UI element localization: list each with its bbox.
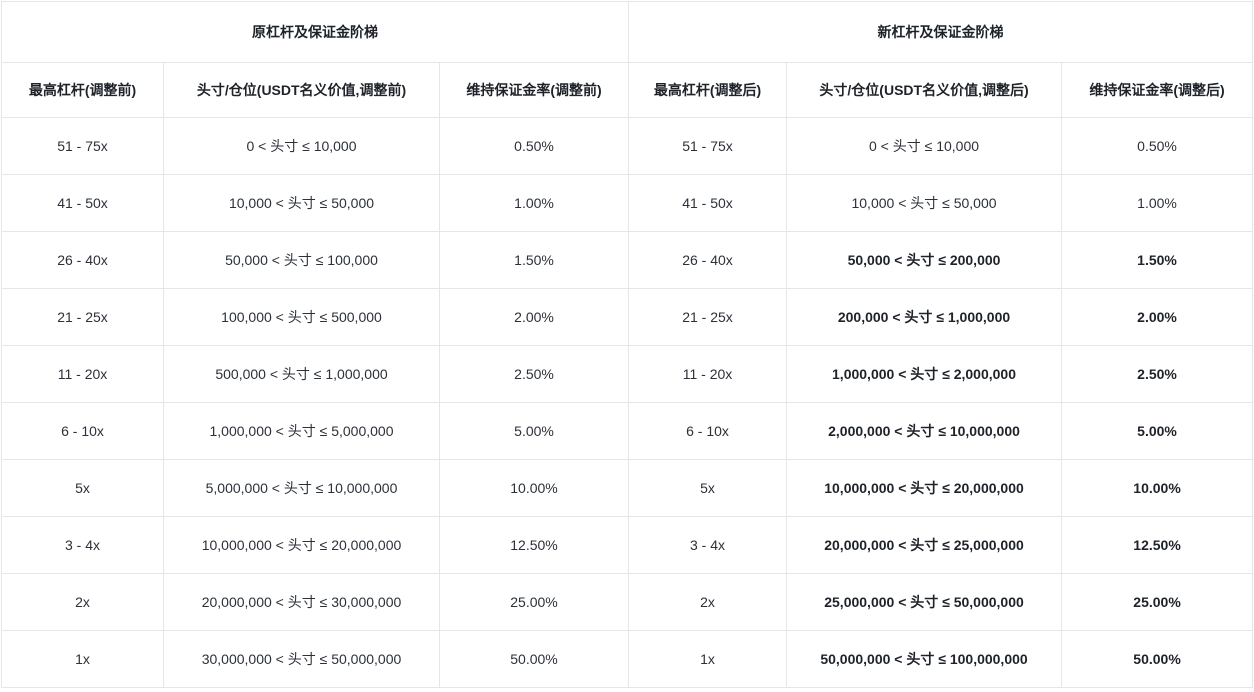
cell-position-before: 5,000,000 < 头寸 ≤ 10,000,000 [163, 459, 440, 517]
cell-max-leverage-before: 5x [1, 459, 164, 517]
cell-max-leverage-after: 41 - 50x [628, 174, 788, 232]
cell-max-leverage-after: 6 - 10x [628, 402, 788, 460]
cell-max-leverage-after: 51 - 75x [628, 117, 788, 175]
cell-mmr-after: 12.50% [1061, 516, 1254, 574]
cell-position-before: 50,000 < 头寸 ≤ 100,000 [163, 231, 440, 289]
cell-mmr-after: 25.00% [1061, 573, 1254, 631]
cell-mmr-before: 25.00% [438, 573, 630, 631]
cell-max-leverage-before: 1x [1, 630, 164, 688]
cell-position-after: 1,000,000 < 头寸 ≤ 2,000,000 [786, 345, 1063, 403]
cell-max-leverage-before: 6 - 10x [1, 402, 164, 460]
cell-position-after: 50,000 < 头寸 ≤ 200,000 [786, 231, 1063, 289]
tier-rows-body: 51 - 75x 0 < 头寸 ≤ 10,000 0.50% 51 - 75x 0 < … [1, 117, 1254, 688]
table-row: 5x 5,000,000 < 头寸 ≤ 10,000,000 10.00% 5x 10,… [1, 459, 1254, 517]
cell-position-after: 2,000,000 < 头寸 ≤ 10,000,000 [786, 402, 1063, 460]
cell-position-before: 1,000,000 < 头寸 ≤ 5,000,000 [163, 402, 440, 460]
table-row: 41 - 50x 10,000 < 头寸 ≤ 50,000 1.00% 41 - 50… [1, 174, 1254, 232]
cell-mmr-after: 50.00% [1061, 630, 1254, 688]
cell-max-leverage-after: 2x [628, 573, 788, 631]
cell-max-leverage-after: 26 - 40x [628, 231, 788, 289]
cell-position-after: 10,000 < 头寸 ≤ 50,000 [786, 174, 1063, 232]
col-header-position-before: 头寸/仓位(USDT名义价值,调整前) [163, 62, 440, 118]
cell-position-after: 25,000,000 < 头寸 ≤ 50,000,000 [786, 573, 1063, 631]
cell-position-after: 200,000 < 头寸 ≤ 1,000,000 [786, 288, 1063, 346]
cell-position-before: 10,000,000 < 头寸 ≤ 20,000,000 [163, 516, 440, 574]
cell-mmr-after: 1.00% [1061, 174, 1254, 232]
cell-max-leverage-after: 21 - 25x [628, 288, 788, 346]
cell-position-after: 20,000,000 < 头寸 ≤ 25,000,000 [786, 516, 1063, 574]
cell-max-leverage-before: 3 - 4x [1, 516, 164, 574]
group-header-new-tiers: 新杠杆及保证金阶梯 [628, 1, 1254, 63]
cell-position-after: 0 < 头寸 ≤ 10,000 [786, 117, 1063, 175]
cell-position-before: 10,000 < 头寸 ≤ 50,000 [163, 174, 440, 232]
cell-mmr-before: 2.50% [438, 345, 630, 403]
table-row: 3 - 4x 10,000,000 < 头寸 ≤ 20,000,000 12.50%… [1, 516, 1254, 574]
cell-max-leverage-before: 41 - 50x [1, 174, 164, 232]
table-row: 6 - 10x 1,000,000 < 头寸 ≤ 5,000,000 5.00% 6 … [1, 402, 1254, 460]
col-header-position-after: 头寸/仓位(USDT名义价值,调整后) [786, 62, 1063, 118]
cell-position-after: 10,000,000 < 头寸 ≤ 20,000,000 [786, 459, 1063, 517]
table-row: 11 - 20x 500,000 < 头寸 ≤ 1,000,000 2.50% 11 … [1, 345, 1254, 403]
cell-position-before: 30,000,000 < 头寸 ≤ 50,000,000 [163, 630, 440, 688]
cell-mmr-after: 10.00% [1061, 459, 1254, 517]
cell-position-after: 50,000,000 < 头寸 ≤ 100,000,000 [786, 630, 1063, 688]
cell-position-before: 20,000,000 < 头寸 ≤ 30,000,000 [163, 573, 440, 631]
col-header-maintenance-margin-before: 维持保证金率(调整前) [438, 62, 630, 118]
cell-mmr-before: 2.00% [438, 288, 630, 346]
cell-mmr-before: 1.00% [438, 174, 630, 232]
table-row: 2x 20,000,000 < 头寸 ≤ 30,000,000 25.00% 2x 25… [1, 573, 1254, 631]
table-row: 1x 30,000,000 < 头寸 ≤ 50,000,000 50.00% 1x 50… [1, 630, 1254, 688]
group-header-row: 原杠杆及保证金阶梯 新杠杆及保证金阶梯 [0, 1, 1254, 63]
cell-max-leverage-before: 21 - 25x [1, 288, 164, 346]
group-header-original-tiers: 原杠杆及保证金阶梯 [0, 1, 630, 63]
cell-position-before: 0 < 头寸 ≤ 10,000 [163, 117, 440, 175]
cell-max-leverage-after: 3 - 4x [628, 516, 788, 574]
cell-mmr-after: 0.50% [1061, 117, 1254, 175]
cell-mmr-after: 2.00% [1061, 288, 1254, 346]
col-header-maintenance-margin-after: 维持保证金率(调整后) [1061, 62, 1254, 118]
cell-mmr-before: 0.50% [438, 117, 630, 175]
cell-position-before: 100,000 < 头寸 ≤ 500,000 [163, 288, 440, 346]
col-header-max-leverage-after: 最高杠杆(调整后) [628, 62, 788, 118]
cell-max-leverage-after: 1x [628, 630, 788, 688]
cell-max-leverage-after: 5x [628, 459, 788, 517]
table-row: 51 - 75x 0 < 头寸 ≤ 10,000 0.50% 51 - 75x 0 < … [1, 117, 1254, 175]
table-row: 26 - 40x 50,000 < 头寸 ≤ 100,000 1.50% 26 - 4… [1, 231, 1254, 289]
cell-mmr-before: 10.00% [438, 459, 630, 517]
cell-max-leverage-before: 26 - 40x [1, 231, 164, 289]
cell-mmr-before: 5.00% [438, 402, 630, 460]
cell-max-leverage-before: 11 - 20x [1, 345, 164, 403]
column-header-row: 最高杠杆(调整前) 头寸/仓位(USDT名义价值,调整前) 维持保证金率(调整前… [1, 62, 1254, 118]
cell-mmr-before: 12.50% [438, 516, 630, 574]
cell-mmr-before: 1.50% [438, 231, 630, 289]
cell-mmr-after: 1.50% [1061, 231, 1254, 289]
cell-mmr-after: 5.00% [1061, 402, 1254, 460]
col-header-max-leverage-before: 最高杠杆(调整前) [1, 62, 164, 118]
cell-mmr-before: 50.00% [438, 630, 630, 688]
cell-position-before: 500,000 < 头寸 ≤ 1,000,000 [163, 345, 440, 403]
cell-max-leverage-before: 51 - 75x [1, 117, 164, 175]
cell-max-leverage-before: 2x [1, 573, 164, 631]
table-row: 21 - 25x 100,000 < 头寸 ≤ 500,000 2.00% 21 - … [1, 288, 1254, 346]
cell-max-leverage-after: 11 - 20x [628, 345, 788, 403]
cell-mmr-after: 2.50% [1061, 345, 1254, 403]
